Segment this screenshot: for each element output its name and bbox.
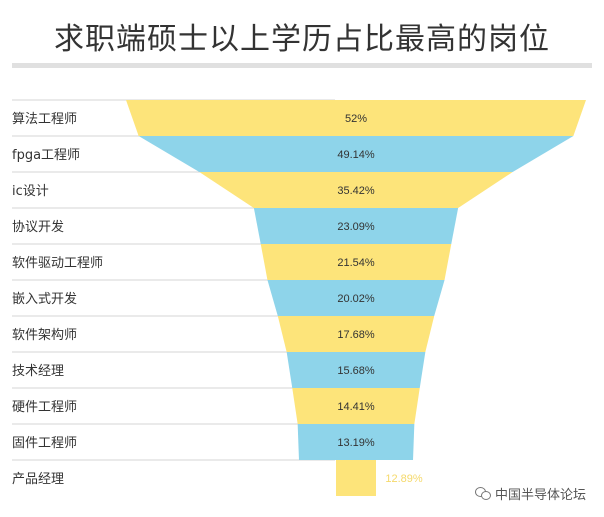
funnel-segment: [277, 316, 435, 352]
category-label: 技术经理: [12, 364, 64, 379]
value-label: 17.68%: [337, 329, 375, 341]
page-title: 求职端硕士以上学历占比最高的岗位: [54, 22, 550, 57]
value-label: 20.02%: [337, 293, 375, 305]
category-label: fpga工程师: [12, 148, 80, 163]
value-label: 12.89%: [385, 473, 423, 485]
funnel-segment: [297, 424, 415, 460]
category-label: ic设计: [12, 184, 49, 199]
category-label: 协议开发: [12, 219, 64, 235]
funnel-segment: [292, 388, 420, 424]
category-label: 算法工程师: [12, 112, 77, 127]
funnel-segment: [199, 172, 513, 208]
category-label: 固件工程师: [12, 436, 77, 451]
category-label: 硬件工程师: [12, 400, 77, 415]
value-label: 13.19%: [337, 437, 375, 449]
funnel-segment: [253, 208, 459, 244]
funnel-segment: [260, 244, 452, 280]
value-label: 14.41%: [337, 401, 375, 413]
value-label: 35.42%: [337, 185, 375, 197]
funnel-segment: [126, 100, 586, 136]
category-label: 嵌入式开发: [12, 291, 77, 307]
funnel-segment: [336, 460, 376, 496]
value-label: 15.68%: [337, 365, 375, 377]
value-label: 23.09%: [337, 221, 375, 233]
category-label: 产品经理: [12, 472, 64, 487]
wechat-icon: [474, 487, 491, 500]
funnel-segment: [138, 136, 574, 172]
watermark-text: 中国半导体论坛: [494, 488, 586, 503]
funnel-segment: [267, 280, 445, 316]
category-label: 软件架构师: [12, 328, 77, 343]
value-label: 21.54%: [337, 257, 375, 269]
funnel-segment: [286, 352, 426, 388]
category-label: 软件驱动工程师: [12, 256, 103, 271]
value-label: 49.14%: [337, 149, 375, 161]
watermark: 中国半导体论坛: [474, 484, 586, 503]
value-label: 52%: [345, 113, 367, 125]
title-divider: [12, 63, 592, 68]
